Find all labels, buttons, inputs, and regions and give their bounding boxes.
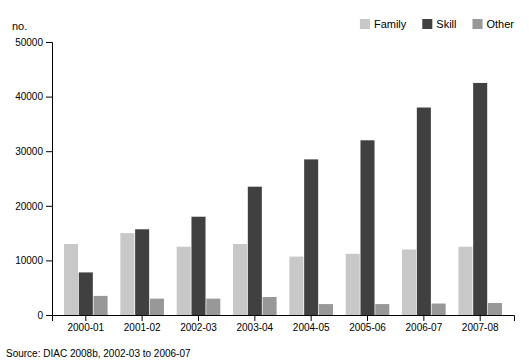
x-tick-label: 2004-05 [293,322,330,333]
y-axis: 0 10000 20000 30000 40000 50000 [15,37,52,321]
bar-series [94,296,502,315]
bar [402,249,416,315]
legend-item: Skill [422,18,456,30]
y-tick-mark [46,97,52,98]
x-tick-mark [142,315,143,321]
y-tick-label: 40000 [15,91,43,102]
y-tick-mark [46,260,52,261]
legend-label: Skill [436,18,456,30]
bar [473,83,487,315]
legend: Family Skill Other [360,18,514,30]
x-tick-label: 2001-02 [124,322,161,333]
x-tick-mark [367,315,368,321]
y-tick-mark [46,206,52,207]
bar [79,272,93,315]
bar [177,247,191,315]
bar [248,187,262,315]
x-tick-mark [254,315,255,321]
y-tick: 0 [37,310,52,321]
x-axis-line [53,316,515,322]
x-tick-mark [311,315,312,321]
bar [417,108,431,315]
legend-swatch [472,19,482,29]
x-tick: 2007-08 [462,315,499,333]
legend-label: Family [374,18,407,30]
source-note: Source: DIAC 2008b, 2002-03 to 2006-07 [6,348,191,359]
x-tick-label: 2005-06 [349,322,386,333]
y-tick: 10000 [15,255,52,266]
x-tick: 2004-05 [293,315,330,333]
y-tick-label: 20000 [15,201,43,212]
x-tick: 2002-03 [180,315,217,333]
bar [135,229,149,315]
x-tick-mark [480,315,481,321]
x-tick: 2003-04 [236,315,273,333]
x-tick-mark [423,315,424,321]
bar [64,244,78,315]
x-tick: 2001-02 [124,315,161,333]
y-tick-mark [46,42,52,43]
x-tick-label: 2002-03 [180,322,217,333]
bar [191,217,205,315]
x-tick-label: 2007-08 [462,322,499,333]
x-tick: 2005-06 [349,315,386,333]
bar [346,254,360,315]
y-tick: 40000 [15,91,52,102]
y-axis-line [46,43,53,316]
bar [319,304,333,315]
y-tick: 20000 [15,201,52,212]
bar [375,304,389,315]
bar-series [79,83,487,315]
bar [432,304,446,315]
x-tick-label: 2003-04 [236,322,273,333]
x-tick: 2000-01 [67,315,104,333]
x-tick-mark [198,315,199,321]
plot: 0 10000 20000 30000 40000 50000 2000-01 2001-02… [15,37,514,333]
x-axis: 2000-01 2001-02 2002-03 2003-04 2004-05 2005-… [53,315,515,333]
bar [206,299,220,315]
y-tick-label: 10000 [15,255,43,266]
bar [94,296,108,315]
y-tick-label: 30000 [15,146,43,157]
y-tick-mark [46,315,52,316]
bar [120,233,134,315]
x-tick-label: 2000-01 [67,322,104,333]
bar [289,257,303,315]
chart: 0 10000 20000 30000 40000 50000 2000-01 2001-02… [0,0,529,363]
bar [458,247,472,315]
x-tick: 2006-07 [406,315,443,333]
x-tick-mark [85,315,86,321]
bar-series [64,233,472,315]
bar [150,299,164,315]
bar [233,244,247,315]
legend-swatch [422,19,432,29]
y-tick: 50000 [15,37,52,48]
y-tick: 30000 [15,146,52,157]
y-tick-mark [46,151,52,152]
y-tick-label: 0 [37,310,43,321]
legend-label: Other [486,18,514,30]
x-tick-label: 2006-07 [406,322,443,333]
bar [263,297,277,315]
y-axis-label: no. [12,20,27,32]
bar [360,140,374,315]
bar [304,159,318,315]
bars [64,83,502,315]
legend-swatch [360,19,370,29]
y-tick-label: 50000 [15,37,43,48]
legend-item: Family [360,18,407,30]
legend-item: Other [472,18,514,30]
bar [488,303,502,315]
